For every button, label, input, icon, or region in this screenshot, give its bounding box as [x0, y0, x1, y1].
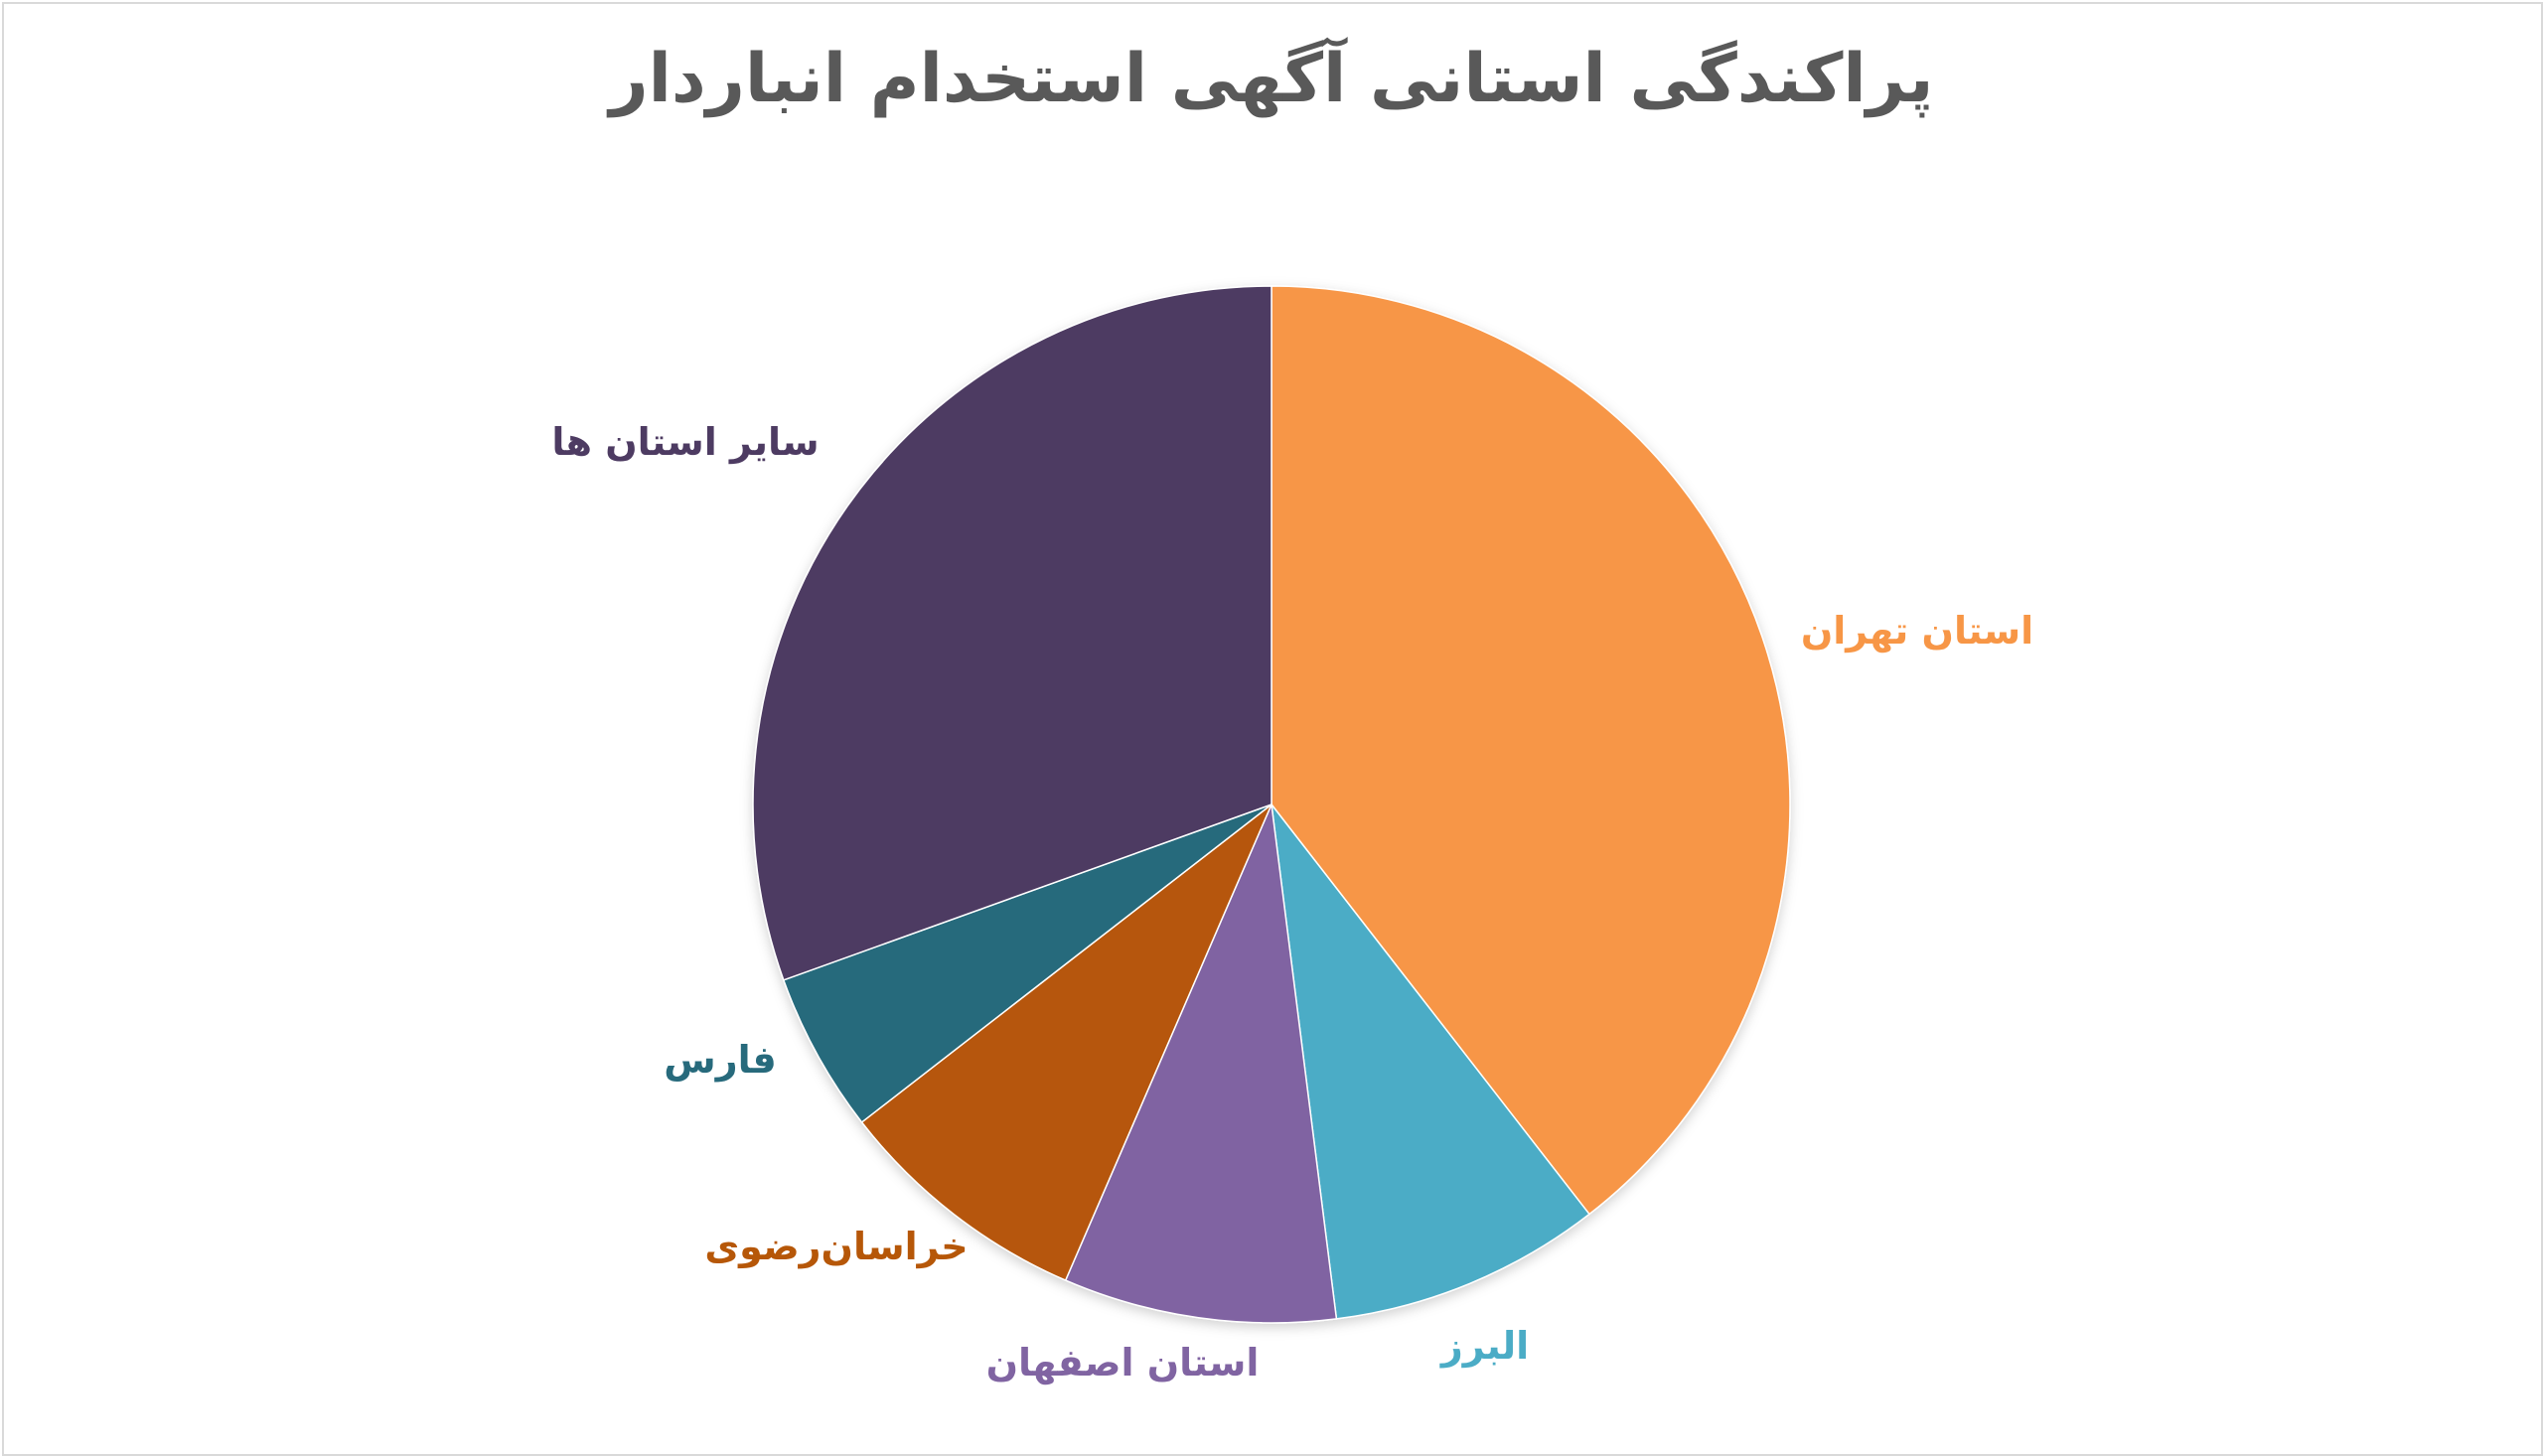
pie-slice-4 [782, 803, 1272, 1123]
slice-label-3: خراسان‌رضوی [704, 1225, 968, 1268]
slice-label-2: استان اصفهان [986, 1341, 1260, 1384]
pie-slice-5 [752, 285, 1272, 981]
pie-slice-2 [1064, 801, 1338, 1324]
pie-slice-3 [860, 803, 1272, 1282]
chart-title: پراکندگی استانی آگهی استخدام انباردار [609, 40, 1934, 118]
pie-slice-0 [1271, 285, 1791, 1216]
slice-label-5: سایر استان ها [551, 420, 819, 464]
pie-slice-1 [1270, 801, 1590, 1320]
slice-label-4: فارس [664, 1038, 776, 1082]
slice-label-1: البرز [1439, 1324, 1529, 1368]
slice-label-0: استان تهران [1801, 609, 2033, 653]
